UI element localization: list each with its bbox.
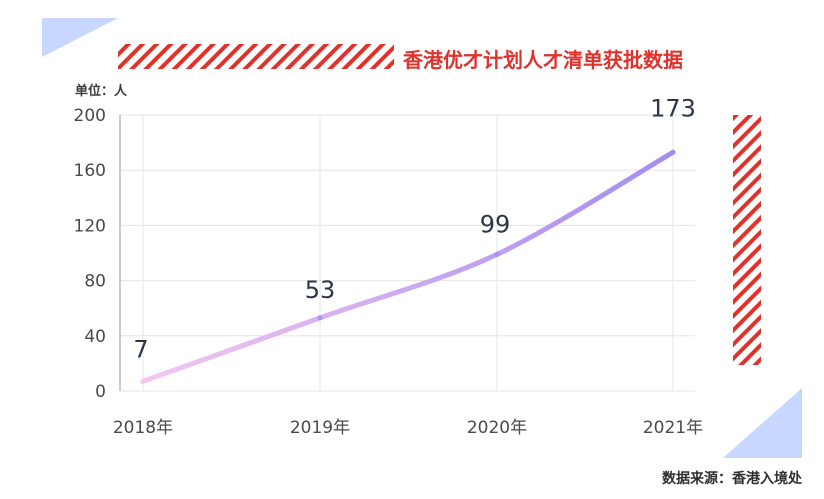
unit-label: 单位：人 <box>75 84 128 99</box>
x-tick-label: 2018年 <box>113 418 173 438</box>
x-tick-label: 2019年 <box>290 418 350 438</box>
data-label: 99 <box>480 210 511 238</box>
data-point <box>494 251 500 257</box>
hatch-stripe-right <box>733 115 761 365</box>
gridlines <box>120 114 695 392</box>
data-label: 53 <box>305 276 336 304</box>
source-note: 数据来源：香港入境处 <box>662 471 802 487</box>
x-axis: 2018年 2019年 2020年 2021年 <box>113 418 703 438</box>
page-title: 香港优才计划人才清单获批数据 <box>403 48 683 72</box>
data-labels: 7 53 99 173 <box>133 94 696 363</box>
y-tick-label: 80 <box>84 272 106 292</box>
x-tick-label: 2020年 <box>467 418 527 438</box>
corner-triangle-bottom-right <box>723 388 802 458</box>
series-line-group <box>140 149 676 384</box>
y-tick-label: 200 <box>74 106 106 126</box>
series-line <box>140 149 676 384</box>
data-label: 173 <box>650 94 696 122</box>
y-tick-label: 0 <box>95 382 106 402</box>
data-point <box>140 378 146 384</box>
data-point <box>317 315 323 321</box>
corner-triangle-top-left <box>42 18 118 57</box>
y-tick-label: 120 <box>74 216 106 236</box>
data-label: 7 <box>133 335 148 363</box>
data-point <box>670 149 676 155</box>
x-tick-label: 2021年 <box>643 418 703 438</box>
y-tick-label: 40 <box>84 327 106 347</box>
hatch-stripe-top <box>118 44 394 69</box>
y-axis: 0 40 80 120 160 200 <box>74 106 121 402</box>
y-tick-label: 160 <box>74 161 106 181</box>
